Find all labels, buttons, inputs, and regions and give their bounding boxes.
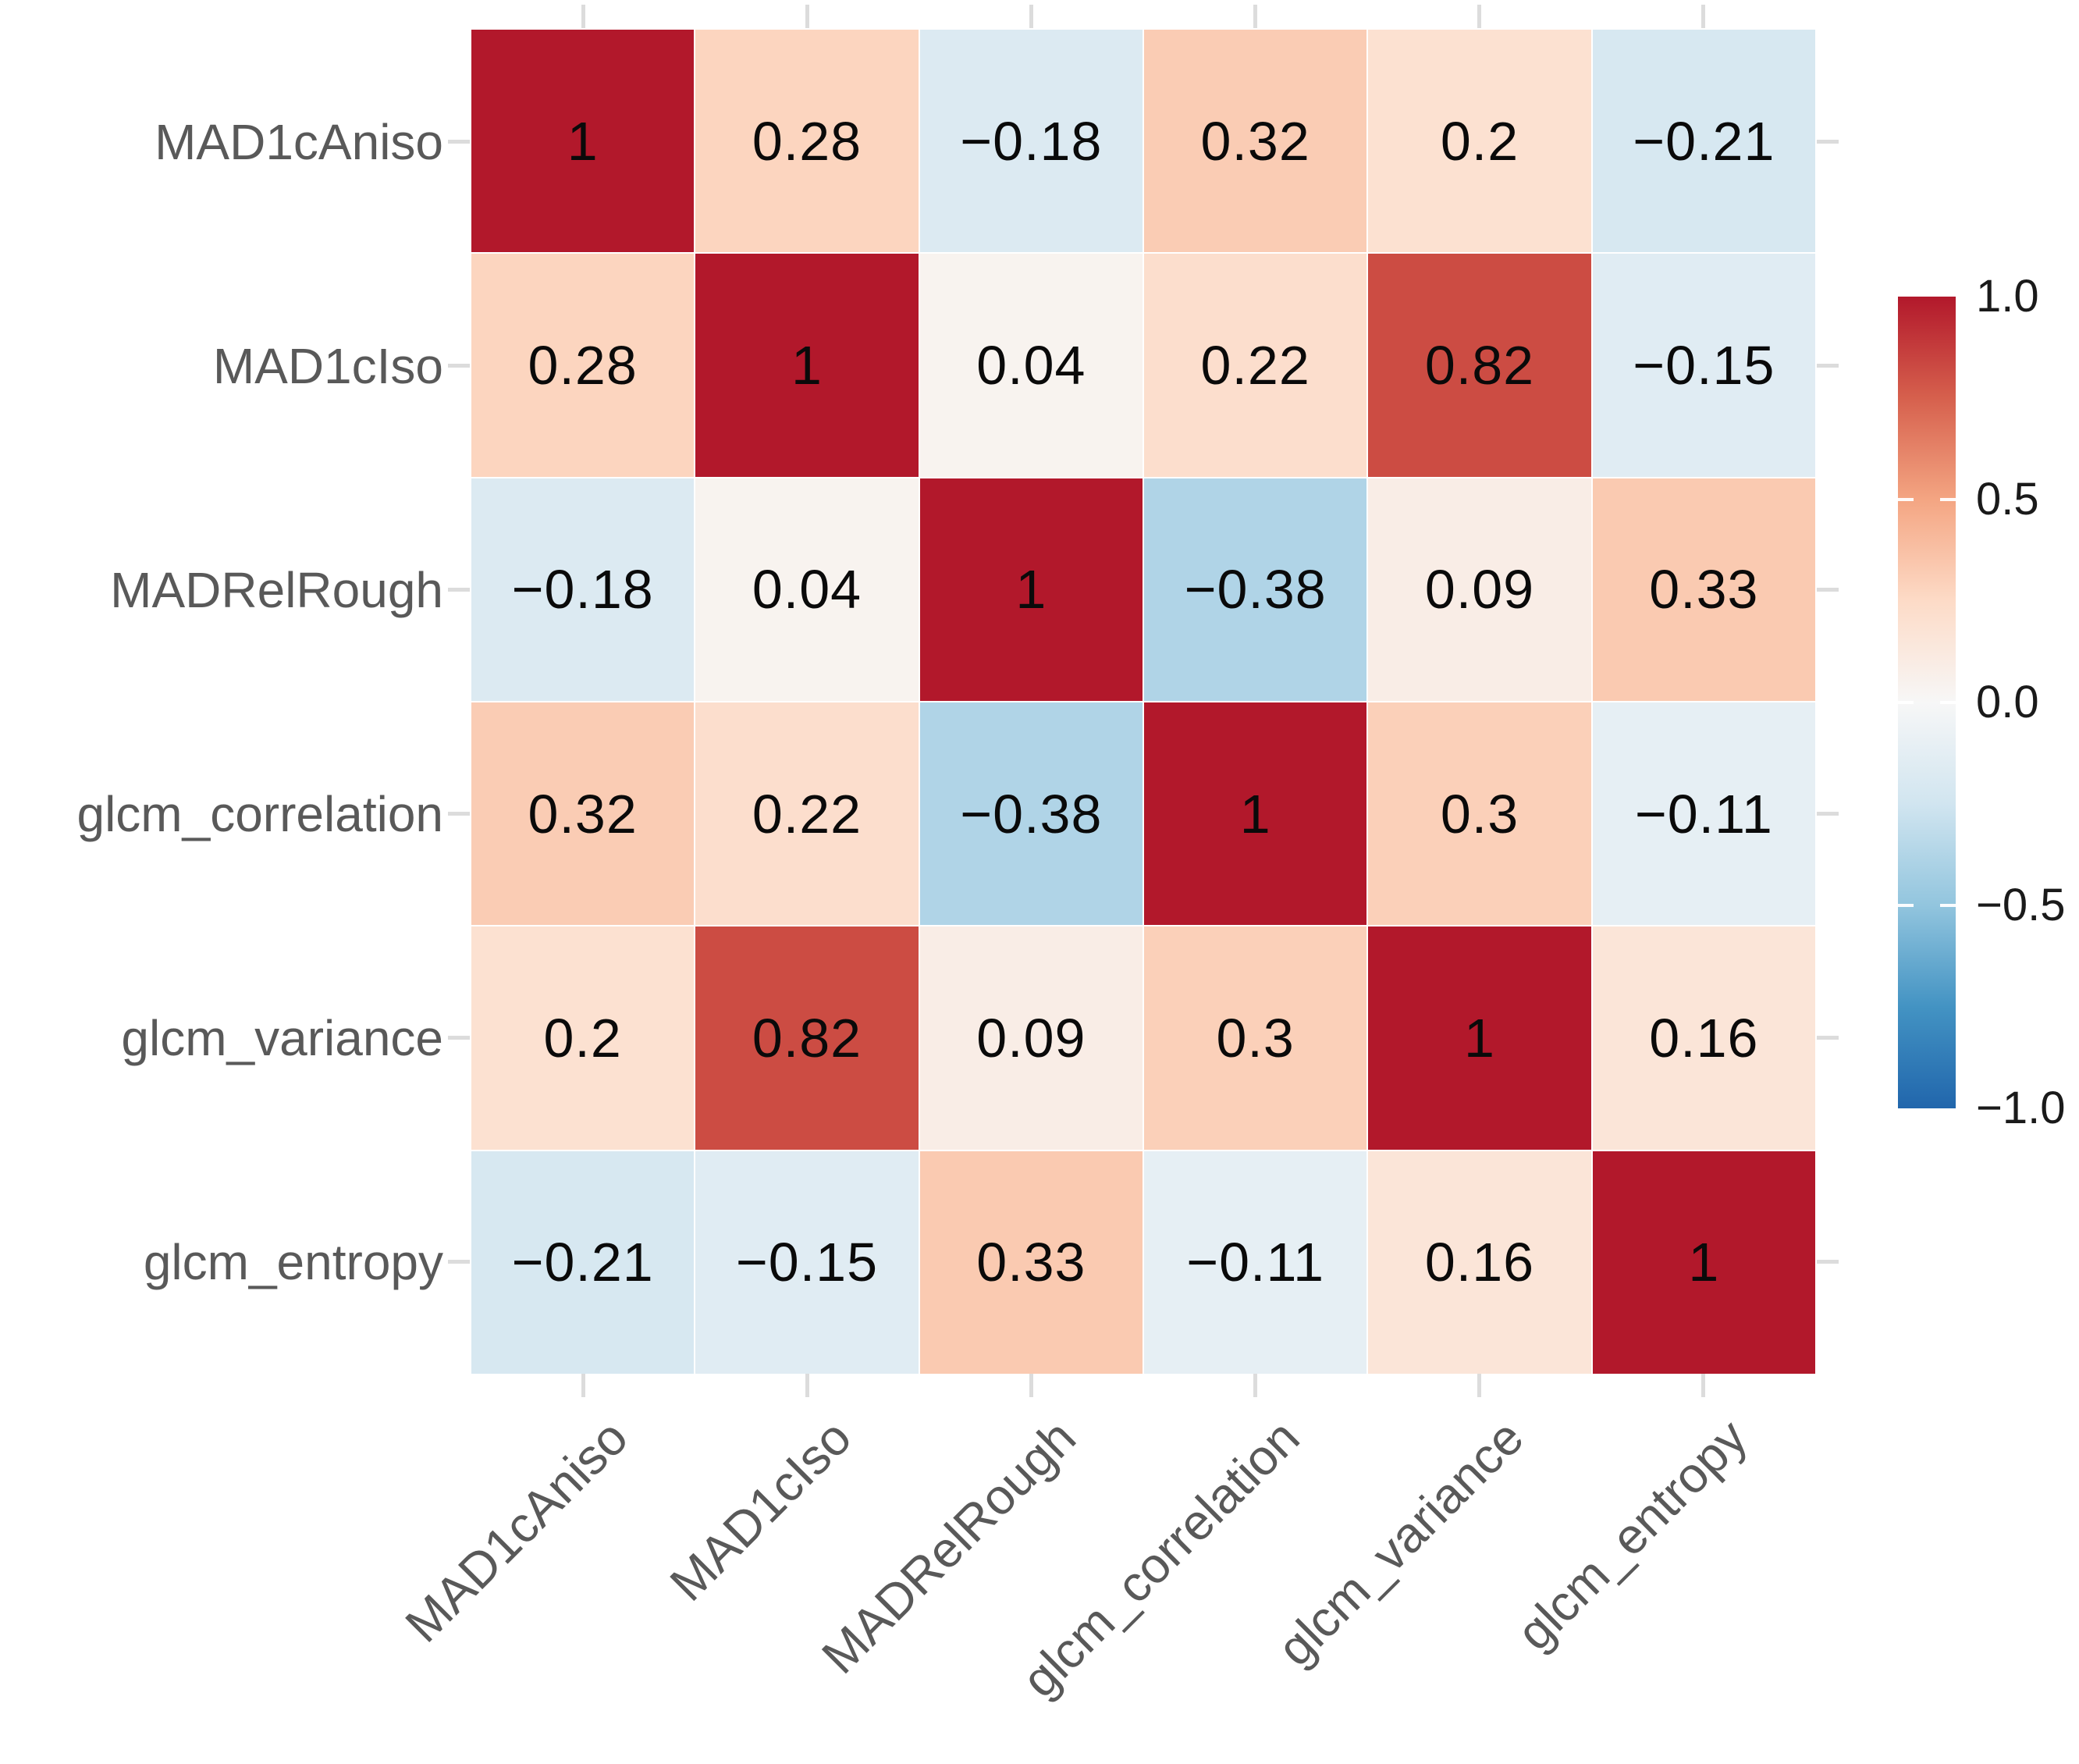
axis-tick: [1817, 588, 1839, 592]
axis-tick: [1817, 812, 1839, 816]
heatmap-cell-glcm_correlation-glcm_correlation: 1: [1144, 702, 1367, 926]
heatmap-cell-MAD1cAniso-glcm_correlation: 0.32: [1144, 30, 1367, 253]
heatmap-cell-glcm_entropy-MADRelRough: 0.33: [919, 1151, 1143, 1374]
heatmap-cell-MAD1cIso-MAD1cIso: 1: [695, 254, 919, 477]
heatmap-cell-MADRelRough-MAD1cIso: 0.04: [695, 478, 919, 701]
axis-tick: [1253, 1374, 1257, 1397]
heatmap-cell-MAD1cIso-glcm_correlation: 0.22: [1144, 254, 1367, 477]
colorbar: [1898, 297, 1956, 1108]
y-axis-label-glcm_correlation: glcm_correlation: [76, 785, 443, 842]
colorbar-tick: [1940, 904, 1956, 907]
heatmap-cell-glcm_correlation-MAD1cIso: 0.22: [695, 702, 919, 926]
heatmap-cell-MAD1cIso-glcm_variance: 0.82: [1368, 254, 1591, 477]
axis-tick: [1029, 1374, 1033, 1397]
axis-tick: [1477, 1374, 1481, 1397]
colorbar-tick-label: −0.5: [1976, 880, 2066, 930]
axis-tick: [1253, 5, 1257, 28]
axis-tick: [1817, 1260, 1839, 1264]
heatmap-cell-glcm_entropy-glcm_entropy: 1: [1592, 1151, 1815, 1374]
heatmap-grid: 1 0.28 −0.18 0.32 0.2 −0.21 0.28 1 0.04 0.22 0.82−…: [471, 30, 1815, 1374]
axis-tick: [448, 588, 470, 592]
axis-tick: [448, 364, 470, 368]
axis-tick: [1817, 140, 1839, 144]
heatmap-cell-glcm_variance-glcm_variance: 1: [1368, 926, 1591, 1150]
x-axis-label-glcm_variance: glcm_variance: [1266, 1409, 1534, 1677]
heatmap-cell-MAD1cAniso-MADRelRough: −0.18: [919, 30, 1143, 253]
heatmap-cell-glcm_entropy-MAD1cAniso: −0.21: [471, 1151, 695, 1374]
heatmap-cell-glcm_correlation-MADRelRough: −0.38: [919, 702, 1143, 926]
heatmap-cell-MADRelRough-glcm_variance: 0.09: [1368, 478, 1591, 701]
axis-tick: [1477, 5, 1481, 28]
heatmap-cell-glcm_entropy-glcm_correlation: −0.11: [1144, 1151, 1367, 1374]
heatmap-cell-glcm_correlation-MAD1cAniso: 0.32: [471, 702, 695, 926]
colorbar-tick: [1898, 498, 1914, 501]
heatmap-cell-glcm_variance-MAD1cAniso: 0.2: [471, 926, 695, 1150]
heatmap-cell-MAD1cIso-MAD1cAniso: 0.28: [471, 254, 695, 477]
axis-tick: [448, 1260, 470, 1264]
axis-tick: [581, 1374, 585, 1397]
heatmap-cell-MADRelRough-MAD1cAniso: −0.18: [471, 478, 695, 701]
y-axis-label-glcm_variance: glcm_variance: [121, 1009, 443, 1066]
heatmap-cell-MAD1cAniso-MAD1cIso: 0.28: [695, 30, 919, 253]
y-axis-label-glcm_entropy: glcm_entropy: [143, 1233, 443, 1290]
axis-tick: [805, 5, 809, 28]
heatmap-cell-glcm_correlation-glcm_variance: 0.3: [1368, 702, 1591, 926]
axis-tick: [805, 1374, 809, 1397]
x-axis-label-glcm_entropy: glcm_entropy: [1506, 1409, 1758, 1661]
heatmap-cell-MAD1cIso-glcm_entropy: −0.15: [1592, 254, 1815, 477]
heatmap-cell-MAD1cIso-MADRelRough: 0.04: [919, 254, 1143, 477]
axis-tick: [448, 812, 470, 816]
heatmap-cell-glcm_correlation-glcm_entropy: −0.11: [1592, 702, 1815, 926]
heatmap-cell-MAD1cAniso-glcm_entropy: −0.21: [1592, 30, 1815, 253]
y-axis-label-MAD1cIso: MAD1cIso: [212, 337, 443, 394]
heatmap-cell-MADRelRough-glcm_entropy: 0.33: [1592, 478, 1815, 701]
heatmap-cell-glcm_variance-MADRelRough: 0.09: [919, 926, 1143, 1150]
heatmap-cell-glcm_variance-glcm_correlation: 0.3: [1144, 926, 1367, 1150]
axis-tick: [1817, 364, 1839, 368]
heatmap-cell-glcm_variance-glcm_entropy: 0.16: [1592, 926, 1815, 1150]
heatmap-cell-MAD1cAniso-glcm_variance: 0.2: [1368, 30, 1591, 253]
axis-tick: [1701, 1374, 1705, 1397]
colorbar-tick-label: 0.5: [1976, 474, 2039, 525]
axis-tick: [581, 5, 585, 28]
heatmap-cell-MADRelRough-glcm_correlation: −0.38: [1144, 478, 1367, 701]
axis-tick: [1817, 1036, 1839, 1040]
y-axis-label-MADRelRough: MADRelRough: [110, 561, 443, 618]
colorbar-tick-label: 0.0: [1976, 677, 2039, 727]
heatmap-cell-MADRelRough-MADRelRough: 1: [919, 478, 1143, 701]
heatmap-cell-MAD1cAniso-MAD1cAniso: 1: [471, 30, 695, 253]
axis-tick: [1701, 5, 1705, 28]
colorbar-tick-label: −1.0: [1976, 1083, 2066, 1133]
y-axis-label-MAD1cAniso: MAD1cAniso: [155, 113, 443, 170]
heatmap-cell-glcm_variance-MAD1cIso: 0.82: [695, 926, 919, 1150]
colorbar-tick: [1940, 498, 1956, 501]
colorbar-tick-label: 1.0: [1976, 271, 2039, 322]
heatmap-cell-glcm_entropy-glcm_variance: 0.16: [1368, 1151, 1591, 1374]
axis-tick: [1029, 5, 1033, 28]
heatmap-cell-glcm_entropy-MAD1cIso: −0.15: [695, 1151, 919, 1374]
axis-tick: [448, 1036, 470, 1040]
colorbar-tick: [1940, 701, 1956, 704]
colorbar-tick: [1898, 904, 1914, 907]
x-axis-label-MAD1cAniso: MAD1cAniso: [394, 1409, 638, 1653]
axis-tick: [448, 140, 470, 144]
x-axis-label-MAD1cIso: MAD1cIso: [659, 1409, 862, 1612]
colorbar-tick: [1898, 701, 1914, 704]
